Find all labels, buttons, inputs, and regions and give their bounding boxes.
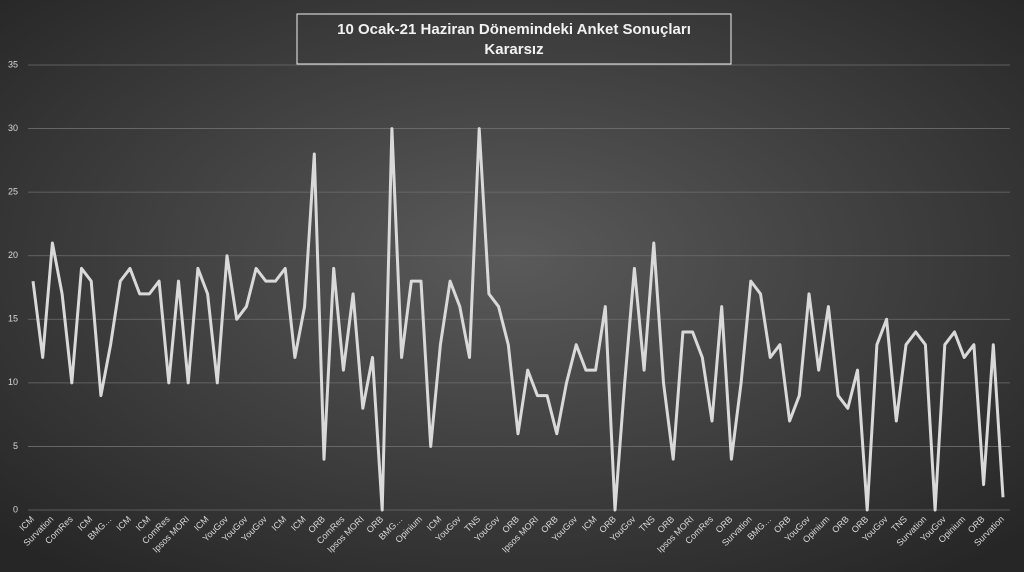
y-tick-label: 10	[8, 377, 18, 387]
y-tick-label: 5	[13, 441, 18, 451]
data-line	[31, 127, 1005, 512]
y-tick-label: 30	[8, 123, 18, 133]
y-tick-label: 15	[8, 314, 18, 324]
y-tick-label: 0	[13, 504, 18, 514]
title-box	[296, 13, 732, 65]
y-tick-label: 35	[8, 59, 18, 69]
y-tick-label: 25	[8, 187, 18, 197]
y-tick-label: 20	[8, 250, 18, 260]
chart-subtitle: Kararsız	[484, 41, 543, 58]
chart-title: 10 Ocak-21 Haziran Dönemindeki Anket Son…	[337, 21, 691, 38]
